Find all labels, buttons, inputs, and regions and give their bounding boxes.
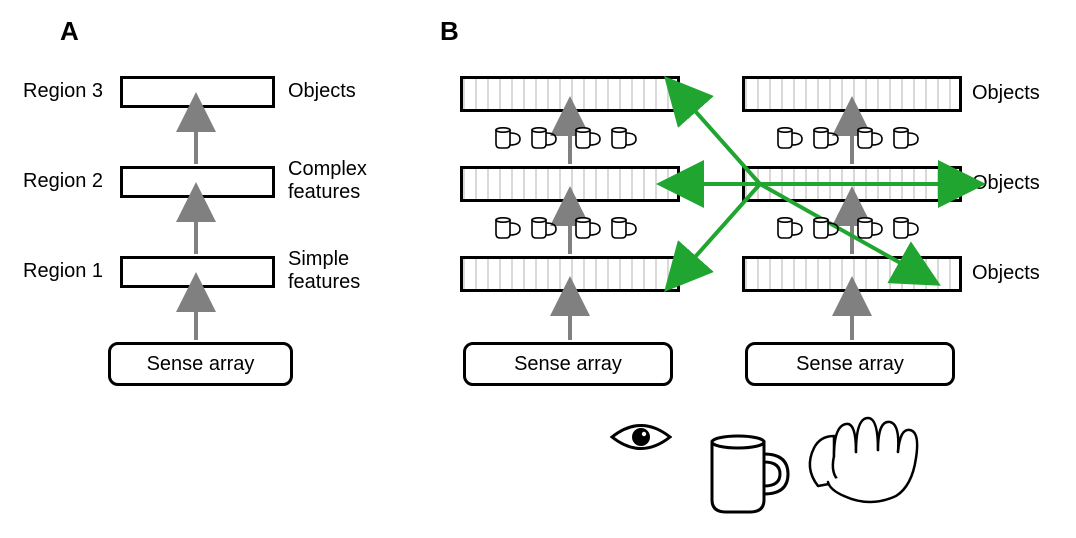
big-mug-icon <box>700 428 792 520</box>
mug-row-c2-lower <box>776 214 936 244</box>
mug-row-c1-upper <box>494 124 654 154</box>
hand-icon <box>800 408 930 508</box>
mug-row-c1-lower <box>494 214 654 244</box>
panel-b-lateral-arrows <box>0 0 1076 400</box>
eye-icon <box>610 420 672 454</box>
mug-row-c2-upper <box>776 124 936 154</box>
